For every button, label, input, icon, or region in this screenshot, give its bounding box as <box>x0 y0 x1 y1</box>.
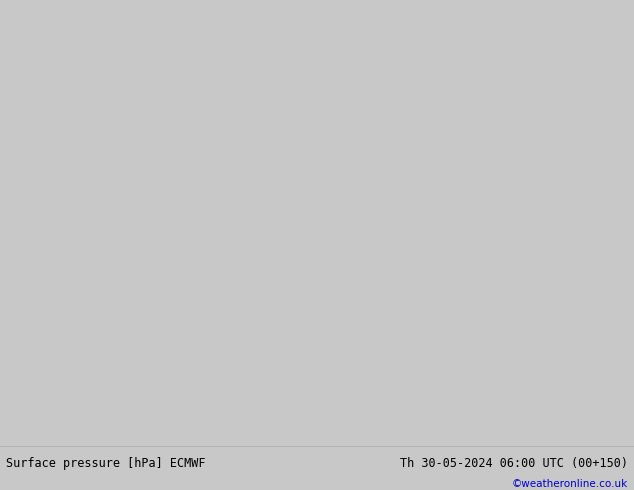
Text: Th 30-05-2024 06:00 UTC (00+150): Th 30-05-2024 06:00 UTC (00+150) <box>399 457 628 469</box>
Text: Surface pressure [hPa] ECMWF: Surface pressure [hPa] ECMWF <box>6 457 206 469</box>
Text: ©weatheronline.co.uk: ©weatheronline.co.uk <box>512 479 628 489</box>
